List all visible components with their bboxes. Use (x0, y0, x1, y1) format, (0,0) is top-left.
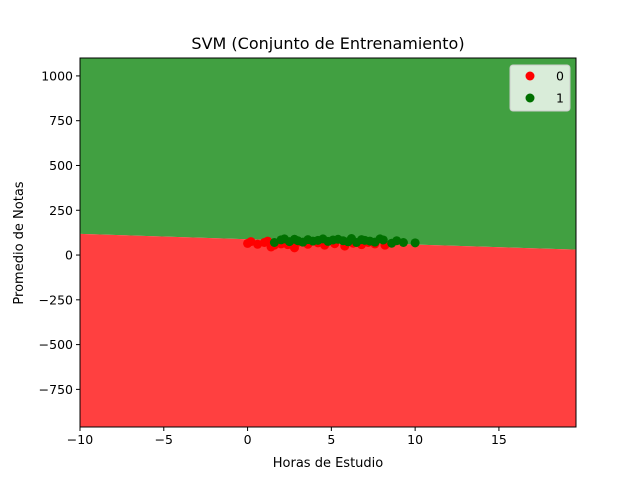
y-axis: −750 −500 −250 0 250 500 750 1000 (39, 68, 80, 397)
y-tick-label: 0 (65, 248, 73, 263)
y-tick-label: 500 (49, 158, 73, 173)
y-tick-label: 250 (49, 203, 73, 218)
x-axis: −10 −5 0 5 10 15 (67, 427, 507, 447)
decision-region-class-1 (80, 58, 576, 250)
x-axis-label: Horas de Estudio (273, 456, 384, 471)
x-tick-label: −5 (155, 432, 173, 447)
y-tick-label: −250 (39, 292, 73, 307)
legend-label-class-1: 1 (556, 91, 564, 106)
y-tick-label: −750 (39, 382, 73, 397)
y-axis-label: Promedio de Notas (12, 181, 27, 304)
x-tick-label: 10 (407, 432, 423, 447)
y-tick-label: 1000 (41, 68, 73, 83)
data-point-class-1 (410, 238, 420, 248)
data-points (243, 234, 420, 253)
x-tick-label: 5 (327, 432, 335, 447)
y-tick-label: 750 (49, 113, 73, 128)
y-tick-label: −500 (39, 337, 73, 352)
plot-frame (79, 57, 577, 428)
x-tick-label: 0 (244, 432, 252, 447)
legend-box (509, 64, 571, 112)
data-point-class-1 (378, 235, 388, 245)
decision-region-class-0 (80, 233, 576, 427)
legend: 0 1 (509, 64, 571, 112)
legend-marker-class-0 (525, 71, 535, 81)
chart-title: SVM (Conjunto de Entrenamiento) (191, 34, 464, 53)
plot-area (80, 58, 576, 427)
data-point-class-1 (398, 238, 408, 247)
legend-marker-class-1 (525, 93, 535, 103)
x-tick-label: 15 (491, 432, 507, 447)
x-tick-label: −10 (67, 432, 93, 447)
legend-label-class-0: 0 (556, 69, 564, 84)
